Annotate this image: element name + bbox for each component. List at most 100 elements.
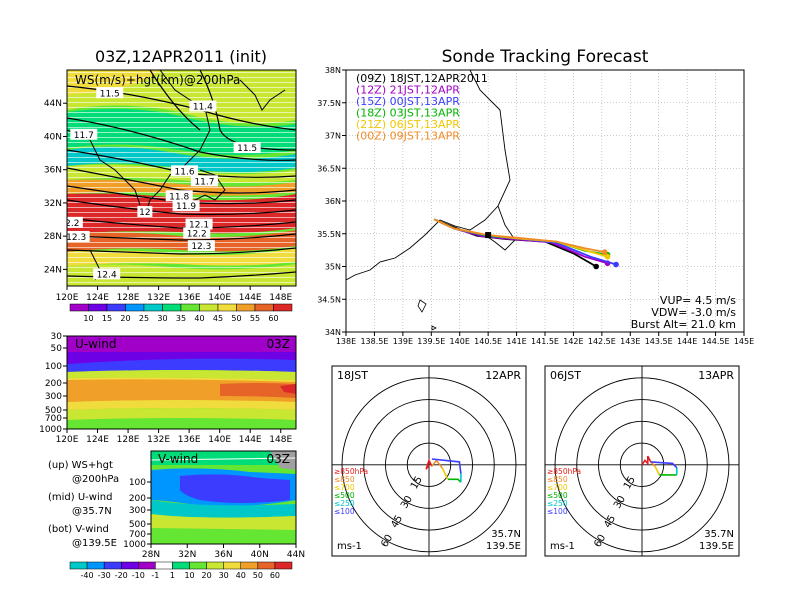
hodograph-units: ms-1 [550, 541, 575, 552]
u-x-tick-label: 120E [56, 435, 79, 445]
ws-colorbar-label: 15 [102, 314, 112, 323]
v-y-tick-label: 1000 [123, 540, 146, 550]
hodograph-date: 13APR [698, 369, 734, 382]
ws-y-tick-label: 32N [44, 199, 62, 209]
ws-colorbar-label: 10 [83, 314, 93, 323]
u-x-tick-label: 128E [117, 435, 140, 445]
v-colorbar-label: -20 [115, 571, 128, 580]
v-y-tick-label: 500 [129, 520, 146, 530]
tracking-legend: (09Z) 18JST,12APR2011(12Z) 21JST,12APR(1… [356, 72, 488, 143]
ws-contour-label: 11.5 [100, 89, 120, 99]
v-colorbar-swatch [86, 561, 105, 570]
ws-x-tick-label: 136E [178, 293, 201, 303]
ws-colorbar-swatch [88, 303, 108, 312]
v-colorbar-swatch [69, 561, 88, 570]
tracking-series-end [604, 253, 611, 260]
ws-colorbar-label: 40 [194, 314, 204, 323]
tracking-legend-entry: (21Z) 06JST,13APR [356, 118, 460, 131]
tracking-x-tick-label: 143.5E [645, 337, 673, 346]
v-colorbar-label: 1 [170, 571, 175, 580]
v-colorbar-swatch [257, 561, 276, 570]
hodograph-legend-entry: ≥850hPa [334, 467, 368, 476]
hodograph-segment [441, 467, 449, 480]
u-x-tick-label: 144E [239, 435, 262, 445]
tracking-x-tick-label: 138.5E [360, 337, 388, 346]
hodograph-legend-entry: ≤700 [334, 483, 355, 492]
side-note-sub: @35.7N [72, 506, 112, 517]
hodograph-lat: 35.7N [491, 529, 521, 540]
tracking-y-tick-label: 35N [325, 263, 341, 272]
hodograph-ring-label: 15 [622, 475, 638, 492]
v-wind-panel: V-wind 03Z 28N 32N 36N 40N 44N 100 200 300 5007… [69, 450, 305, 580]
side-note-sub: @139.5E [72, 538, 117, 549]
tracking-info-line: VDW= -3.0 m/s [651, 306, 736, 319]
side-note-sub: @200hPa [72, 474, 119, 485]
v-x-tick-label: 40N [251, 550, 269, 560]
ws-colorbar-label: 50 [231, 314, 241, 323]
tracking-y-axis: 34N 34.5N 35N 35.5N 36N 36.5N 37N 37.5N 38N [317, 66, 346, 337]
hodograph-legend-entry: ≤700 [547, 483, 568, 492]
tracking-legend-entry: (09Z) 18JST,12APR2011 [356, 72, 488, 85]
ws-contour-label-box [137, 206, 153, 218]
tracking-panel: Sonde Tracking Forecast 138E 138.5E 139E 13… [317, 47, 754, 346]
v-x-tick-label: 28N [142, 550, 160, 560]
v-wind-time: 03Z [267, 452, 291, 466]
ws-contour-label: 12.4 [97, 270, 117, 280]
ws-colorbar-label: 30 [157, 314, 167, 323]
tracking-y-tick-label: 35.5N [317, 230, 341, 239]
v-colorbar-label: -30 [98, 571, 111, 580]
hodograph-legend-entry: ≥850hPa [547, 467, 581, 476]
v-x-tick-label: 32N [178, 550, 196, 560]
ws-contour-label-box [70, 128, 98, 140]
tracking-y-tick-label: 34.5N [317, 295, 341, 304]
hodograph-ring-label: 15 [409, 475, 425, 492]
tracking-series-line [433, 218, 608, 265]
tracking-info-line: Burst Alt= 21.0 km [631, 318, 736, 331]
tracking-y-tick-label: 37N [325, 132, 341, 141]
v-y-tick-label: 300 [129, 506, 146, 516]
ws-colorbar-swatch [162, 303, 182, 312]
tracking-legend-entry: (18Z) 03JST,13APR [356, 107, 460, 120]
ws-map-panel: 03Z,12APR2011 (init) [44, 47, 297, 323]
tracking-x-tick-label: 140E [450, 337, 470, 346]
v-colorbar-swatch [155, 561, 173, 570]
ws-contour-label: 11.9 [176, 202, 196, 212]
v-wind-x-axis: 28N 32N 36N 40N 44N [142, 544, 305, 560]
ws-contour-label-box [165, 190, 193, 202]
ws-colorbar-label: 60 [268, 314, 278, 323]
hodograph-date: 12APR [485, 369, 521, 382]
ws-y-tick-label: 28N [44, 232, 62, 242]
hodograph-ring-label: 45 [602, 513, 618, 530]
hodograph-segment [425, 458, 433, 470]
ws-colorbar-label: 45 [213, 314, 223, 323]
ws-contour-label: 12.2 [187, 230, 207, 240]
ws-colorbar-swatch [180, 303, 200, 312]
ws-map-label: WS(m/s)+hgt(km)@200hPa [75, 73, 240, 87]
tracking-x-tick-label: 138E [336, 337, 356, 346]
ws-contour-label-box [172, 200, 200, 212]
hodograph-legend-entry: ≤500 [334, 491, 355, 500]
u-y-tick-label: 1000 [39, 425, 62, 435]
u-x-tick-label: 136E [178, 435, 201, 445]
tracking-x-tick-label: 143E [620, 337, 640, 346]
ws-colorbar-swatch [199, 303, 219, 312]
ws-colorbar-swatch [273, 303, 293, 312]
v-colorbar-label: -40 [81, 571, 94, 580]
hodograph-ring-label: 60 [379, 533, 395, 550]
ws-y-tick-label: 36N [44, 166, 62, 176]
ws-y-tick-label: 24N [44, 265, 62, 275]
tracking-x-tick-label: 140.5E [474, 337, 502, 346]
ws-contour-label: 11.8 [169, 192, 189, 202]
ws-map-field: 11.511.411.711.511.611.711.811.91212.112… [67, 70, 296, 286]
u-y-tick-label: 300 [45, 392, 62, 402]
ws-x-tick-label: 132E [147, 293, 170, 303]
tracking-series-end [593, 263, 599, 270]
ws-x-tick-label: 144E [239, 293, 262, 303]
ws-contour-label-box [190, 175, 218, 187]
hodograph-ring-label: 60 [592, 533, 608, 550]
ws-colorbar-swatch [236, 303, 256, 312]
v-colorbar-swatch [189, 561, 207, 570]
v-colorbar-label: 20 [202, 571, 212, 580]
